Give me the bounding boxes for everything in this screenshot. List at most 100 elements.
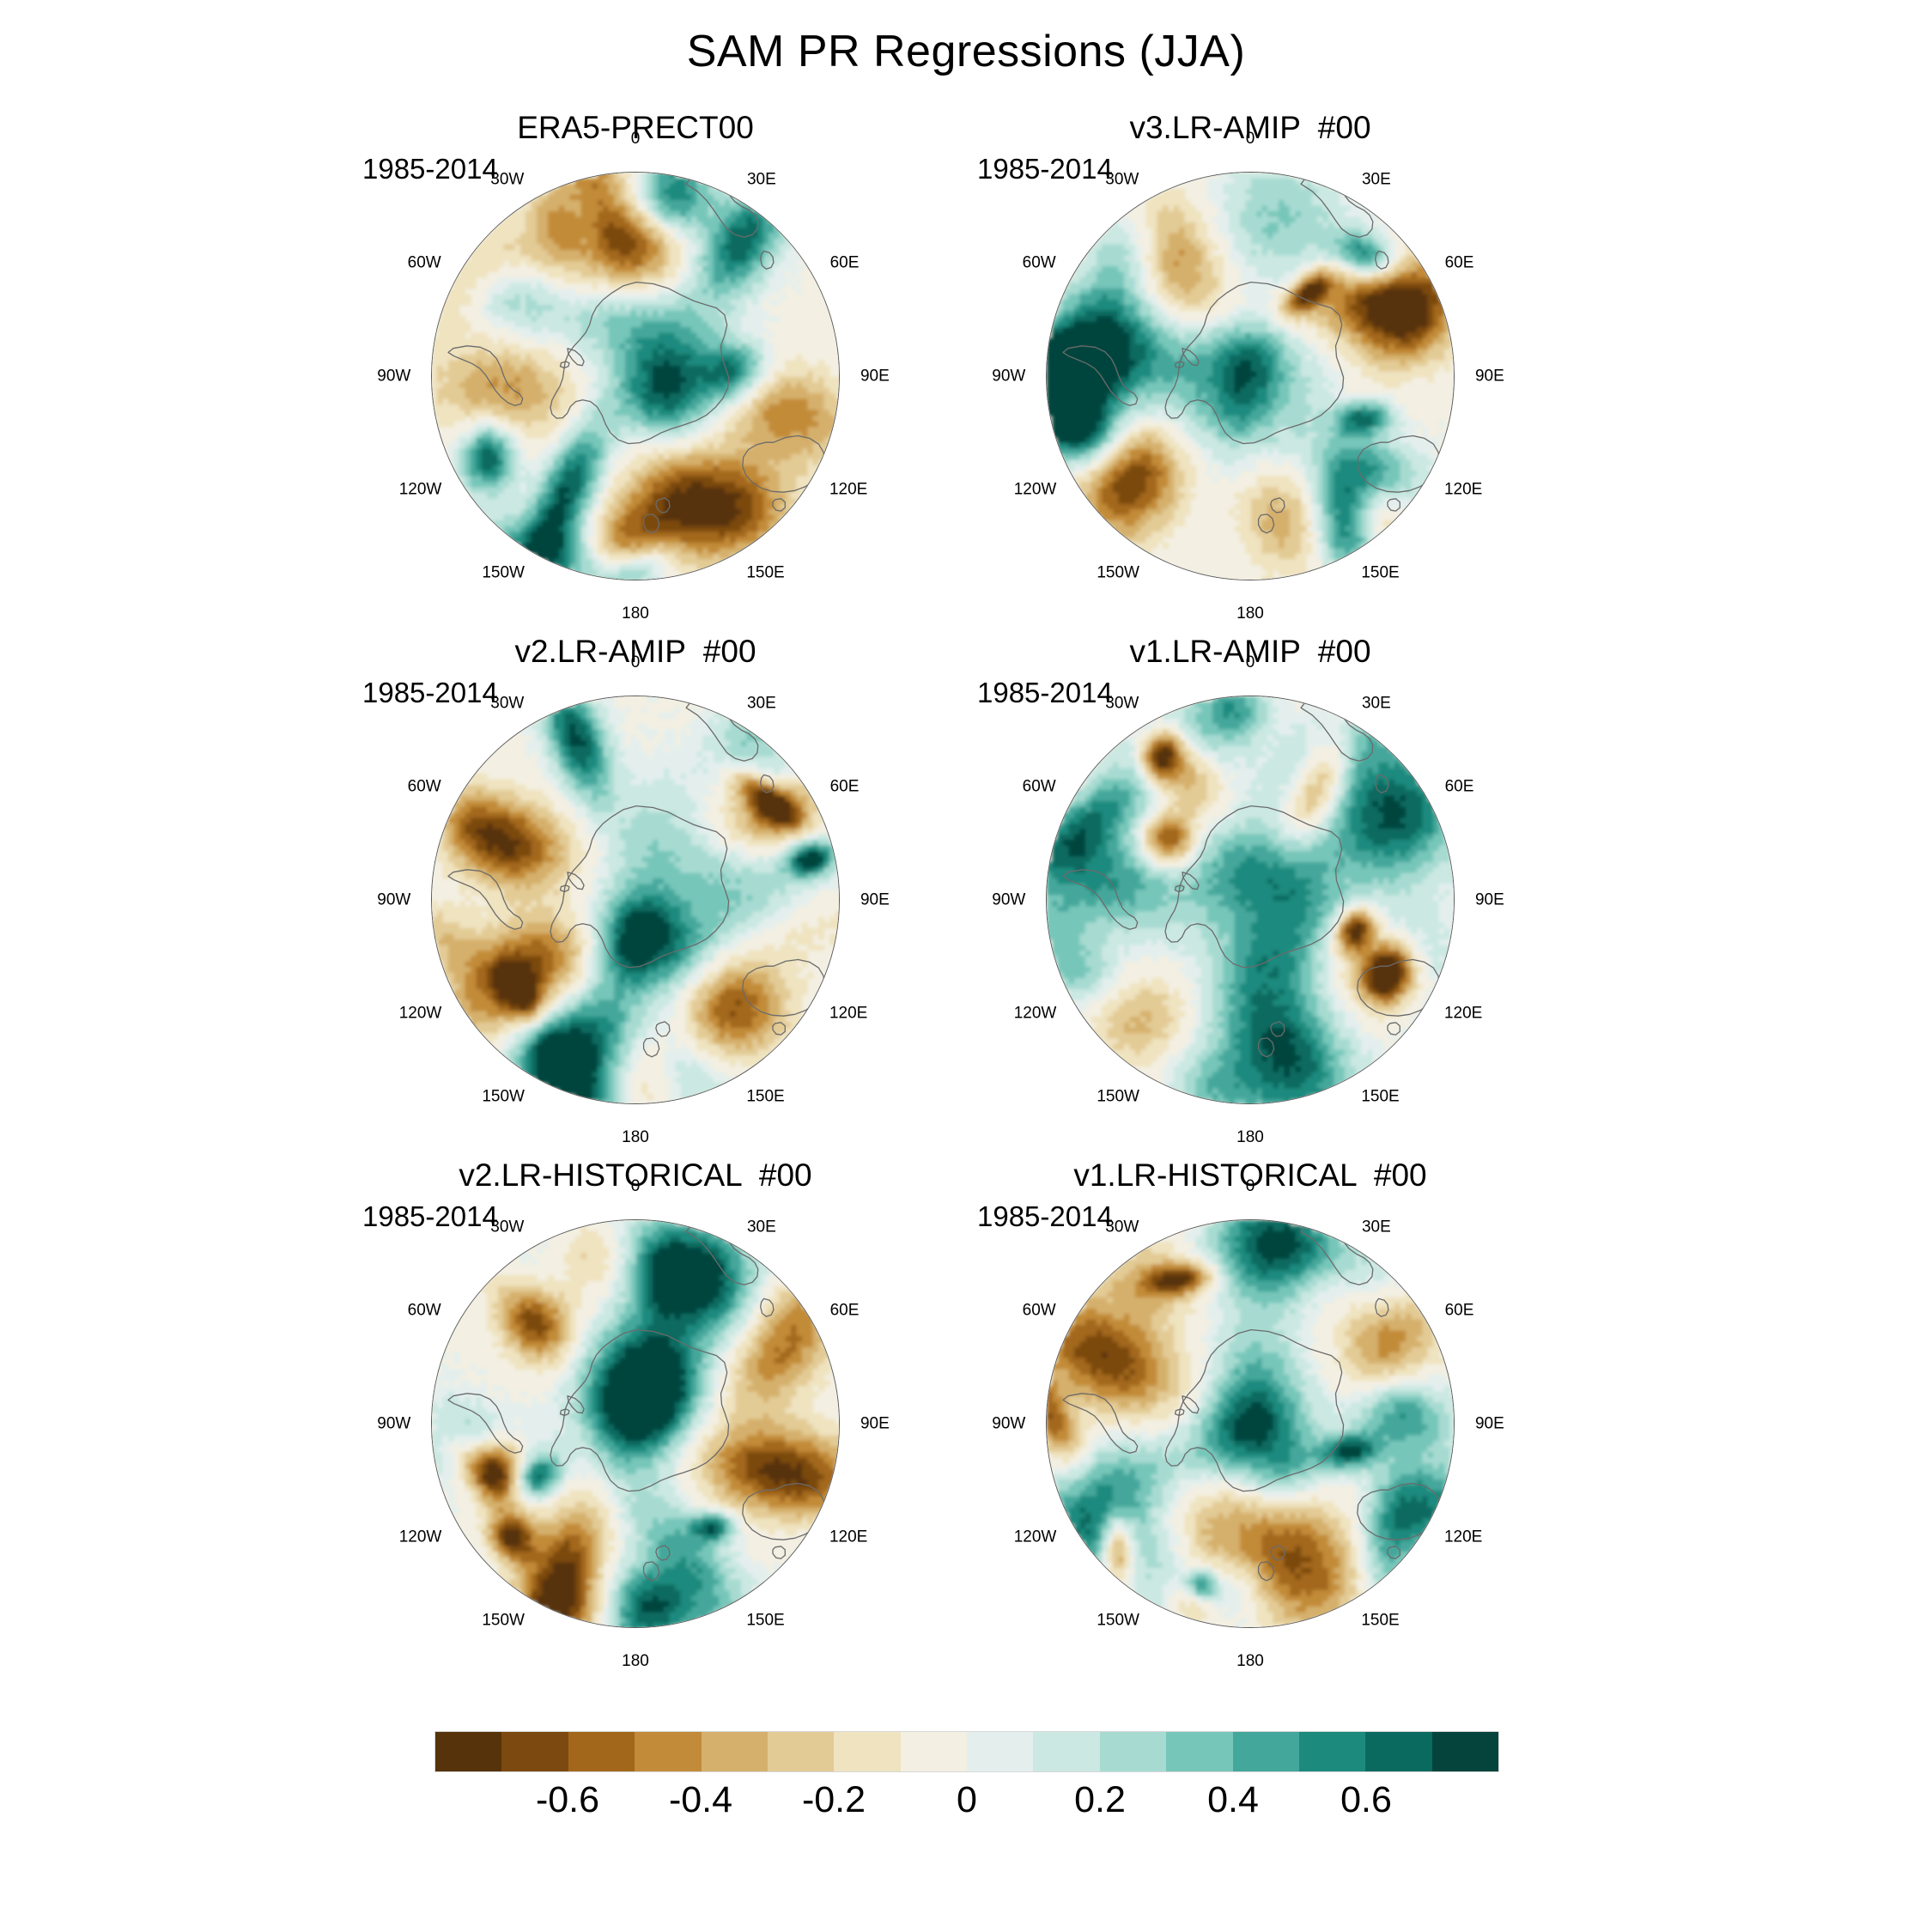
south-america-coastline <box>1062 1393 1139 1454</box>
longitude-label: 30W <box>490 172 524 188</box>
longitude-label: 60E <box>830 255 860 271</box>
new-zealand-n-coastline <box>655 1021 671 1037</box>
south-america-coastline <box>1062 869 1139 930</box>
map-panel: ERA5-PRECT00 1985-2014 0 30E 60E 90E 120E 150E 1… <box>362 110 902 625</box>
madagascar-coastline <box>1375 1297 1389 1317</box>
madagascar-coastline <box>1375 250 1389 270</box>
south-georgia-coastline <box>559 884 570 893</box>
longitude-label: 180 <box>1236 1653 1264 1669</box>
longitude-label: 150W <box>1097 564 1139 580</box>
longitude-label: 120E <box>829 1529 867 1546</box>
south-georgia-coastline <box>1174 1408 1185 1417</box>
longitude-label: 150W <box>1097 1612 1139 1628</box>
new-zealand-s-coastline <box>1257 513 1275 534</box>
south-america-coastline <box>447 869 524 930</box>
longitude-label: 150W <box>482 1612 525 1628</box>
longitude-label: 0 <box>1246 131 1255 147</box>
longitude-label: 30W <box>1105 696 1139 712</box>
panel-period-label: 1985-2014 <box>362 1200 498 1233</box>
colorbar-swatch <box>1232 1732 1299 1771</box>
madagascar-coastline <box>760 1297 775 1317</box>
longitude-label: 120W <box>1014 1005 1057 1022</box>
map-panel: v1.LR-HISTORICAL #00 1985-2014 0 30E 60E 90E 1… <box>977 1157 1516 1673</box>
longitude-label: 150W <box>482 1088 525 1104</box>
south-georgia-coastline <box>1174 361 1185 369</box>
colorbar-swatch <box>435 1732 502 1771</box>
colorbar-swatch <box>1365 1732 1432 1771</box>
colorbar-swatch <box>1298 1732 1366 1771</box>
antarctica-coastline <box>1164 805 1345 969</box>
longitude-label: 150E <box>1361 1612 1399 1628</box>
longitude-label: 90W <box>377 1416 410 1432</box>
longitude-label: 30E <box>747 1219 776 1236</box>
antarctica-coastline <box>550 281 730 445</box>
panel-period-label: 1985-2014 <box>977 677 1113 709</box>
colorbar-tick: -0.6 <box>536 1779 599 1821</box>
colorbar-tick: -0.2 <box>802 1779 866 1821</box>
colorbar-swatch <box>635 1732 702 1771</box>
longitude-label: 120W <box>399 482 442 498</box>
tasmania-coastline <box>1387 498 1400 512</box>
longitude-label: 90E <box>860 368 890 385</box>
australia-coastline <box>1357 1482 1440 1540</box>
longitude-label: 0 <box>631 1178 641 1194</box>
map-panel: v3.LR-AMIP #00 1985-2014 0 30E 60E 90E 120E 150… <box>977 110 1516 625</box>
longitude-label: 180 <box>622 605 649 622</box>
new-zealand-n-coastline <box>1270 1021 1285 1037</box>
longitude-label: 60E <box>1445 779 1474 795</box>
antarctica-coastline <box>1164 281 1345 445</box>
panel-title: v3.LR-AMIP #00 <box>984 110 1516 146</box>
panel-title: v1.LR-HISTORICAL #00 <box>984 1157 1516 1194</box>
longitude-label: 60E <box>1445 1303 1474 1319</box>
longitude-label: 180 <box>1236 605 1264 622</box>
longitude-label: 90W <box>992 1416 1025 1432</box>
longitude-label: 90W <box>377 892 410 908</box>
longitude-label: 150E <box>746 564 784 580</box>
longitude-label: 60W <box>1023 255 1056 271</box>
peninsula-islands-coastline <box>567 872 585 890</box>
longitude-label: 90E <box>1475 892 1504 908</box>
antarctica-coastline <box>550 1328 730 1492</box>
peninsula-islands-coastline <box>567 1395 585 1414</box>
panel-period-label: 1985-2014 <box>977 1200 1113 1233</box>
longitude-label: 90W <box>992 368 1025 385</box>
tasmania-coastline <box>1387 1022 1400 1036</box>
madagascar-coastline <box>760 250 775 270</box>
south-georgia-coastline <box>559 361 570 369</box>
tasmania-coastline <box>1387 1546 1400 1559</box>
longitude-label: 60W <box>408 1303 441 1319</box>
map-disc <box>431 696 840 1104</box>
colorbar-swatch <box>767 1732 835 1771</box>
colorbar-tick: 0 <box>957 1779 977 1821</box>
longitude-label: 60E <box>1445 255 1474 271</box>
longitude-label: 30W <box>490 1219 524 1236</box>
longitude-label: 120E <box>829 482 867 498</box>
longitude-label: 150W <box>1097 1088 1139 1104</box>
panel-period-label: 1985-2014 <box>362 677 498 709</box>
longitude-label: 90W <box>992 892 1025 908</box>
new-zealand-n-coastline <box>655 497 671 513</box>
south-america-coastline <box>1062 345 1139 406</box>
longitude-label: 0 <box>631 654 641 671</box>
australia-coastline <box>742 434 825 493</box>
longitude-label: 30E <box>1362 1219 1391 1236</box>
polar-map: 0 30E 60E 90E 120E 150E 180 150W 120W 90W 60W 30W <box>992 131 1504 622</box>
longitude-label: 30W <box>490 696 524 712</box>
panel-title: v2.LR-AMIP #00 <box>369 634 902 670</box>
antarctica-coastline <box>550 805 730 969</box>
south-georgia-coastline <box>559 1408 570 1417</box>
longitude-label: 120W <box>399 1005 442 1022</box>
south-america-coastline <box>447 345 524 406</box>
new-zealand-s-coastline <box>642 1561 660 1582</box>
colorbar-swatch <box>701 1732 768 1771</box>
colorbar-swatch <box>900 1732 967 1771</box>
map-panel: v2.LR-AMIP #00 1985-2014 0 30E 60E 90E 120E 150… <box>362 634 902 1149</box>
longitude-label: 60W <box>1023 1303 1056 1319</box>
longitude-label: 150E <box>746 1088 784 1104</box>
longitude-label: 60W <box>1023 779 1056 795</box>
madagascar-coastline <box>760 774 775 793</box>
map-disc <box>1046 172 1455 580</box>
tasmania-coastline <box>772 498 786 512</box>
polar-map: 0 30E 60E 90E 120E 150E 180 150W 120W 90W 60W 30W <box>377 131 890 622</box>
